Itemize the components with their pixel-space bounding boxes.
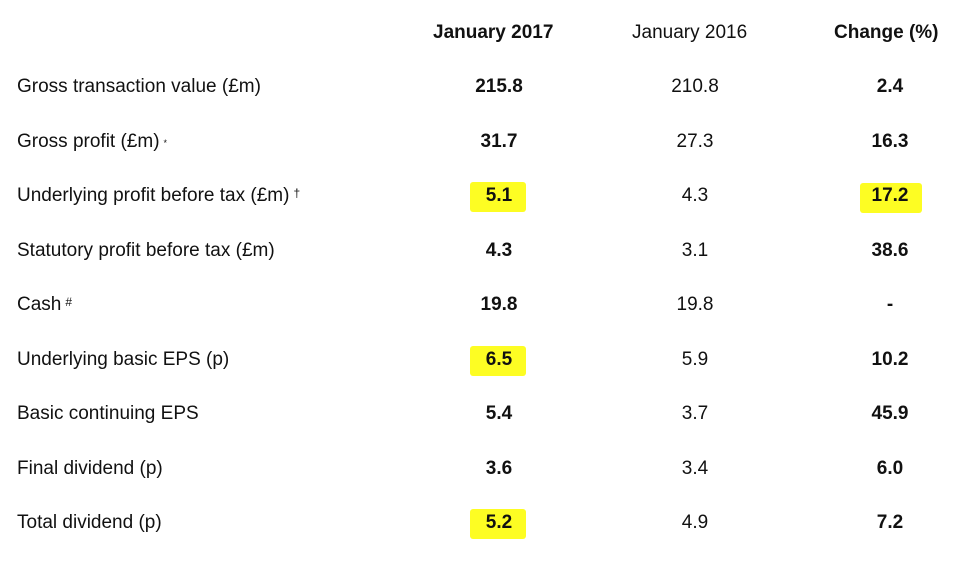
- value-january-2017: 4.3: [485, 240, 513, 261]
- value-change-percent: 17.2: [871, 185, 909, 206]
- value-january-2017: 5.4: [485, 403, 513, 424]
- table-row: Underlying profit before tax (£m) † 5.1 4.3…: [0, 182, 961, 239]
- row-label-text: Total dividend (p): [17, 512, 162, 533]
- value-january-2016: 5.9: [681, 349, 709, 370]
- footnote-marker: #: [65, 295, 73, 309]
- row-label-text: Underlying basic EPS (p): [17, 349, 230, 370]
- row-label: Basic continuing EPS: [17, 403, 199, 425]
- header-change-percent: Change (%): [834, 22, 939, 43]
- highlight-mark: [470, 346, 526, 376]
- row-label: Cash #: [17, 294, 72, 317]
- value-january-2016: 3.7: [681, 403, 709, 424]
- highlight-mark: [860, 183, 922, 213]
- highlight-mark: [470, 509, 526, 539]
- value-january-2016: 3.4: [681, 458, 709, 479]
- value-january-2017: 5.1: [485, 185, 513, 206]
- value-january-2017: 3.6: [485, 458, 513, 479]
- row-label: Gross profit (£m) *: [17, 131, 167, 155]
- value-january-2017: 5.2: [485, 512, 513, 533]
- table-row: Underlying basic EPS (p) 6.5 5.9 10.2: [0, 346, 961, 403]
- row-label-text: Basic continuing EPS: [17, 403, 199, 424]
- row-label-text: Cash: [17, 294, 62, 315]
- row-label: Underlying basic EPS (p): [17, 349, 229, 371]
- value-change-percent: 7.2: [876, 512, 904, 533]
- table-row: Statutory profit before tax (£m) 4.3 3.1 38…: [0, 240, 961, 294]
- value-january-2017: 6.5: [485, 349, 513, 370]
- value-january-2016: 3.1: [681, 240, 709, 261]
- header-january-2016: January 2016: [632, 22, 748, 43]
- row-label-text: Underlying profit before tax (£m): [17, 185, 290, 206]
- value-january-2016: 27.3: [676, 131, 714, 152]
- highlight-mark: [470, 182, 526, 212]
- row-label: Gross transaction value (£m): [17, 76, 261, 98]
- row-label-text: Statutory profit before tax (£m): [17, 240, 275, 261]
- footnote-marker: †: [293, 186, 301, 200]
- value-change-percent: 38.6: [871, 240, 909, 261]
- value-change-percent: -: [886, 294, 894, 315]
- row-label: Underlying profit before tax (£m) †: [17, 185, 300, 208]
- value-change-percent: 10.2: [871, 349, 909, 370]
- row-label-text: Gross transaction value (£m): [17, 76, 261, 97]
- row-label: Statutory profit before tax (£m): [17, 240, 275, 262]
- row-label: Total dividend (p): [17, 512, 162, 534]
- value-january-2017: 19.8: [480, 294, 518, 315]
- value-change-percent: 2.4: [876, 76, 904, 97]
- value-change-percent: 45.9: [871, 403, 909, 424]
- table-row: Gross profit (£m) * 31.7 27.3 16.3: [0, 131, 961, 185]
- table-row: Final dividend (p) 3.6 3.4 6.0: [0, 458, 961, 512]
- value-january-2017: 215.8: [475, 76, 523, 97]
- row-label: Final dividend (p): [17, 458, 163, 480]
- table-row: Total dividend (p) 5.2 4.9 7.2: [0, 509, 961, 566]
- row-label-text: Gross profit (£m): [17, 131, 160, 152]
- value-change-percent: 6.0: [876, 458, 904, 479]
- value-january-2016: 4.3: [681, 185, 709, 206]
- table-row: Gross transaction value (£m) 215.8 210.8 2.…: [0, 76, 961, 130]
- value-january-2017: 31.7: [480, 131, 518, 152]
- value-january-2016: 210.8: [671, 76, 719, 97]
- table-row: Cash #19.8 19.8-: [0, 294, 961, 348]
- table-row: Basic continuing EPS 5.4 3.7 45.9: [0, 403, 961, 457]
- value-change-percent: 16.3: [871, 131, 909, 152]
- header-january-2017: January 2017: [433, 22, 554, 43]
- value-january-2016: 19.8: [676, 294, 714, 315]
- row-label-text: Final dividend (p): [17, 458, 163, 479]
- footnote-marker: *: [163, 138, 168, 148]
- value-january-2016: 4.9: [681, 512, 709, 533]
